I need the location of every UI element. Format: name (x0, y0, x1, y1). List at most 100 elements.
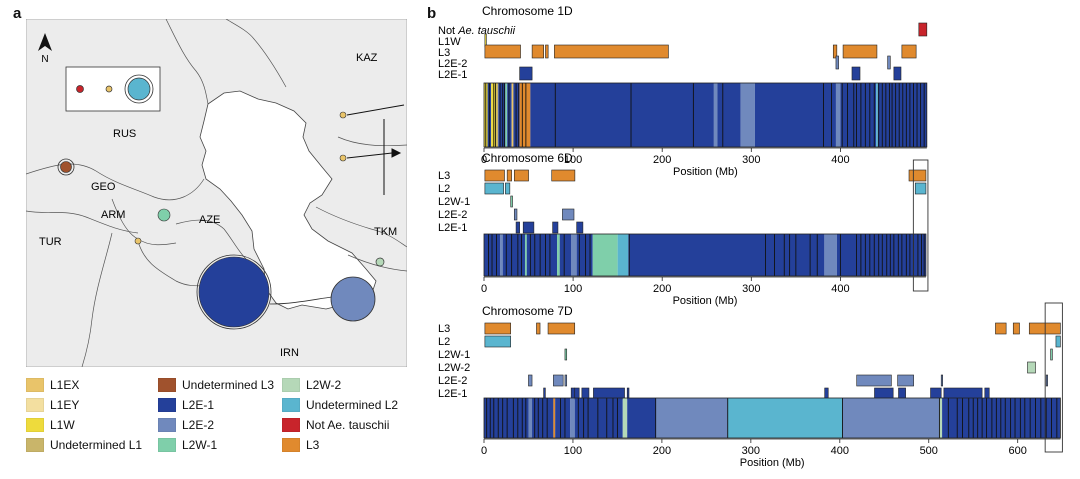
highlight-box (1044, 302, 1063, 453)
segment-bar (874, 387, 894, 400)
sample-connector (269, 296, 333, 305)
highlight-box (912, 159, 929, 292)
track-outline (483, 397, 1061, 439)
segment-bar (522, 221, 535, 234)
track-block (576, 234, 593, 276)
legend-swatch (158, 378, 176, 392)
segment-bar (832, 44, 838, 59)
sample-circle-aze-large (198, 256, 270, 328)
segment-bar (851, 66, 861, 81)
track-block (530, 83, 714, 147)
track-label: L2E-1 (438, 69, 467, 81)
track-block (713, 83, 718, 147)
legend-swatch (26, 438, 44, 452)
legend-swatch (26, 398, 44, 412)
segment-bar (505, 182, 511, 195)
track-label: L3 (438, 323, 450, 335)
segment-bar (506, 169, 512, 182)
track-block (496, 83, 499, 147)
track-label: L2E-2 (438, 58, 467, 70)
track-block (511, 83, 514, 147)
x-tick-label: 300 (742, 154, 760, 166)
legend-swatch (158, 438, 176, 452)
legend-swatch (26, 378, 44, 392)
segment-bar (528, 374, 533, 387)
country-label-arm: ARM (101, 209, 125, 221)
track-label: L2W-2 (438, 362, 470, 374)
track-outline (483, 233, 927, 277)
track-label: L3 (438, 47, 450, 59)
segment-bar (484, 335, 511, 348)
segment-bar (553, 374, 564, 387)
inset-circle-large (127, 77, 151, 101)
legend-label: Undetermined L2 (306, 398, 399, 412)
country-label-aze: AZE (199, 214, 220, 226)
country-label-geo: GEO (91, 181, 116, 193)
track-block (627, 398, 656, 438)
track-block (571, 234, 577, 276)
legend-swatch (282, 398, 300, 412)
segment-bar (519, 66, 533, 81)
segment-bar (510, 195, 513, 208)
track-block (528, 398, 533, 438)
track-outline (483, 82, 928, 148)
segment-bar (908, 169, 927, 182)
track-block (570, 398, 575, 438)
legend-item-l2e1: L2E-1 (158, 397, 214, 413)
segment-bar (552, 221, 559, 234)
segment-bar (551, 169, 576, 182)
x-axis-label: Position (Mb) (673, 295, 738, 307)
legend-label: L1EX (50, 378, 80, 392)
track-label: L2E-2 (438, 375, 467, 387)
track-block (500, 234, 503, 276)
legend-label: L2W-1 (182, 438, 218, 452)
track-block (553, 398, 556, 438)
x-tick-label: 0 (481, 445, 487, 457)
legend-item-l1ey: L1EY (26, 397, 79, 413)
chromosome-title: Chromosome 1D (482, 4, 573, 18)
legend-item-l3: L3 (282, 437, 319, 453)
segment-bar (1012, 322, 1020, 335)
segment-bar (576, 221, 584, 234)
legend-label: L2W-2 (306, 378, 342, 392)
segment-bar (554, 44, 669, 59)
legend-item-und-l2: Undetermined L2 (282, 397, 398, 413)
legend-item-und-l3: Undetermined L3 (158, 377, 274, 393)
sample-circle-tkm (375, 257, 385, 267)
chromosome-title: Chromosome 7D (482, 304, 573, 318)
track-label: Not Ae. tauschii (438, 25, 516, 37)
sample-ring-geo (57, 158, 75, 176)
track-block (622, 398, 628, 438)
track-block (505, 83, 508, 147)
legend-label: L1W (50, 418, 75, 432)
track-block (526, 234, 558, 276)
track-block (876, 83, 878, 147)
segment-bar (984, 387, 990, 400)
legend-item-l1w: L1W (26, 417, 75, 433)
segment-bar (484, 322, 511, 335)
sample-circle-arm (134, 237, 142, 245)
segment-bar (536, 322, 541, 335)
north-arrow-icon (38, 33, 52, 51)
lineage-legend: L1EX L1EY L1W Undetermined L1 Undetermin… (26, 374, 426, 474)
x-tick-label: 0 (481, 154, 487, 166)
segment-bar (543, 387, 546, 400)
track-block (502, 234, 525, 276)
track-label: L2E-1 (438, 222, 467, 234)
legend-swatch (158, 418, 176, 432)
x-tick-label: 100 (564, 154, 582, 166)
x-tick-label: 300 (742, 445, 760, 457)
legend-swatch (158, 398, 176, 412)
track-block (557, 234, 560, 276)
chromosome-panel-1: Chromosome 1D Not Ae. tauschiiL1WL3L2E-2L… (438, 4, 928, 178)
x-tick-label: 300 (742, 283, 760, 295)
segment-bar (842, 44, 878, 59)
sample-circle-geo (60, 161, 72, 173)
legend-item-l2w2: L2W-2 (282, 377, 341, 393)
x-tick-label: 100 (564, 445, 582, 457)
legend-swatch (282, 378, 300, 392)
legend-item-und-l1: Undetermined L1 (26, 437, 142, 453)
sample-ring-aze-large (196, 254, 272, 330)
